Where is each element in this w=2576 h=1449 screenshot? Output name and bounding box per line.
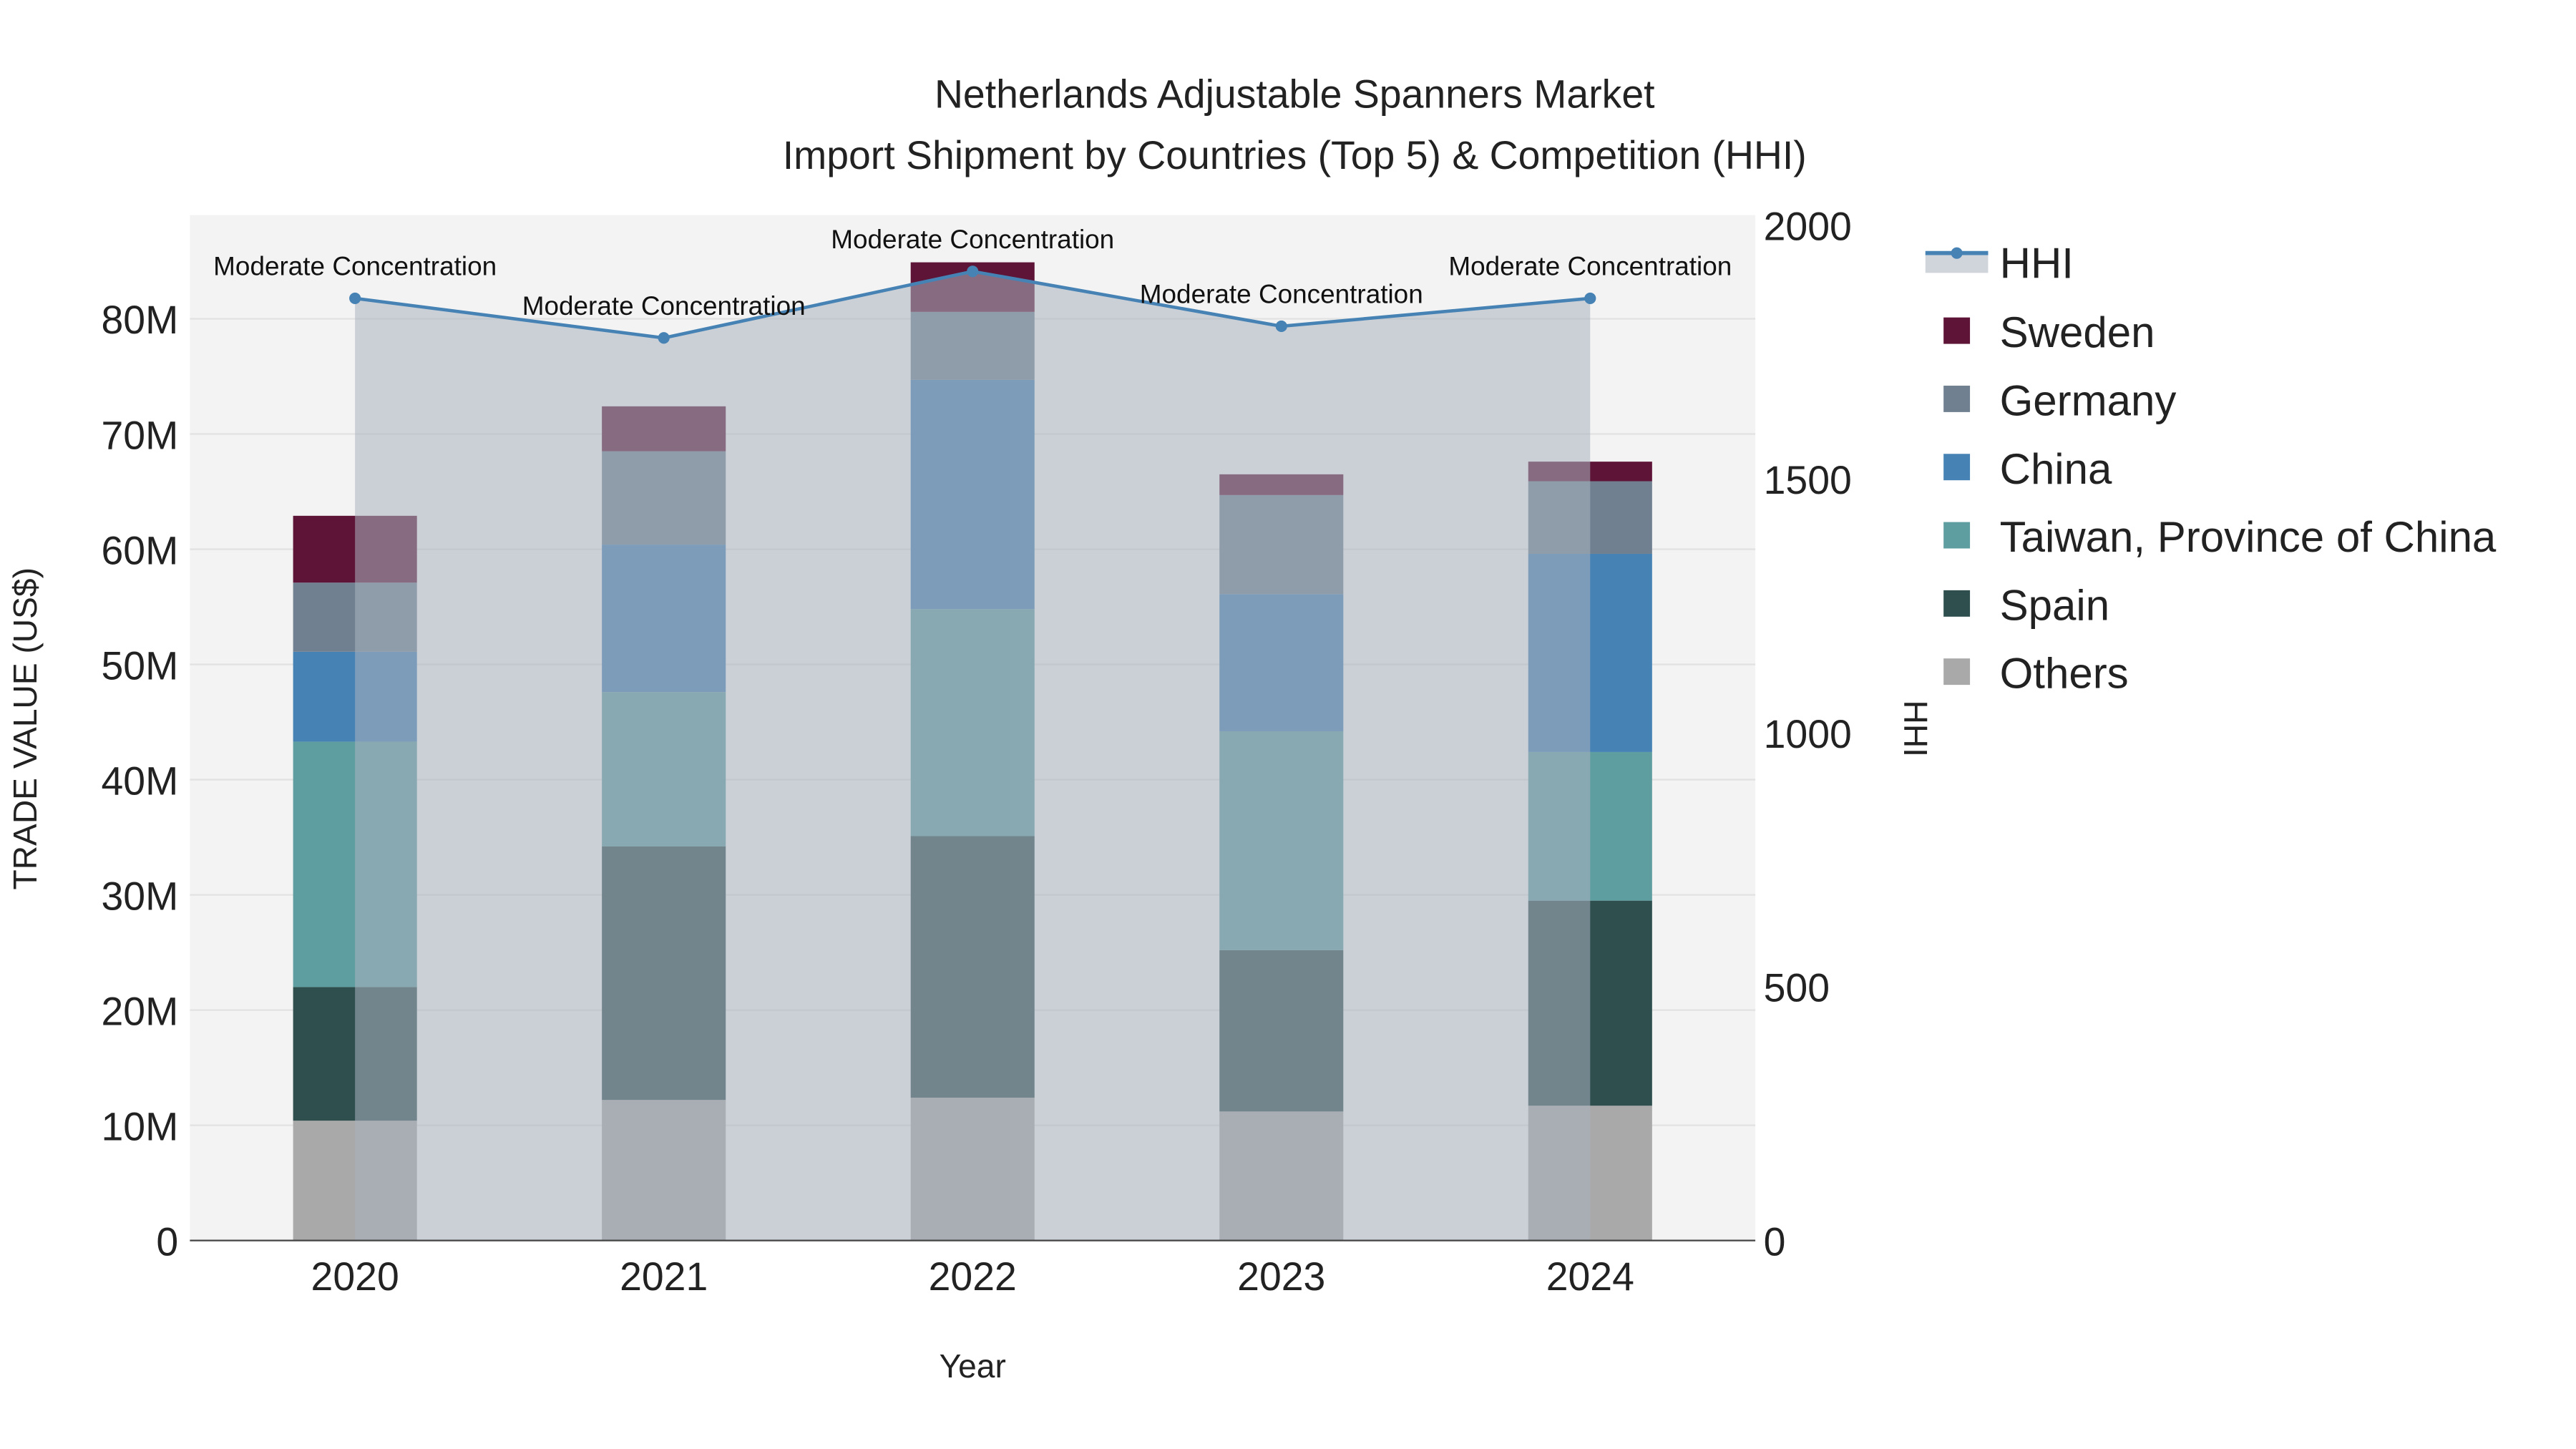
legend-swatch-sweden bbox=[1943, 317, 1971, 344]
y-tick-label: 30M bbox=[101, 874, 178, 918]
chart-title-line1: Netherlands Adjustable Spanners Market bbox=[935, 72, 1655, 117]
y-tick-label: 60M bbox=[101, 528, 178, 572]
hhi-point-2022 bbox=[967, 265, 979, 278]
legend: HHI Sweden Germany China Taiwan, Province of… bbox=[1925, 239, 2497, 698]
y-tick-label: 0 bbox=[156, 1219, 178, 1264]
hhi-point-2020 bbox=[349, 292, 361, 305]
legend-swatch-china bbox=[1943, 454, 1971, 481]
legend-label-taiwan-province-of-china: Taiwan, Province of China bbox=[2000, 513, 2497, 561]
legend-swatch-spain bbox=[1943, 590, 1971, 617]
y-tick-label: 20M bbox=[101, 989, 178, 1033]
hhi-annotation: Moderate Concentration bbox=[213, 252, 497, 281]
y-axis-ticks: 0 10M 20M 30M 40M 50M 60M 70M 80M bbox=[101, 298, 178, 1264]
legend-label-hhi: HHI bbox=[2000, 239, 2074, 287]
legend-label-sweden: Sweden bbox=[2000, 308, 2155, 356]
legend-hhi-marker bbox=[1951, 247, 1963, 259]
legend-label-germany: Germany bbox=[2000, 377, 2177, 425]
y-tick-label: 80M bbox=[101, 298, 178, 342]
x-tick-label: 2024 bbox=[1546, 1254, 1634, 1299]
hhi-area bbox=[355, 271, 1591, 1241]
legend-swatch-germany bbox=[1943, 385, 1971, 412]
hhi-point-2024 bbox=[1584, 292, 1596, 305]
x-axis-ticks: 2020 2021 2022 2023 2024 bbox=[311, 1254, 1634, 1299]
y2-axis-ticks: 0 500 1000 1500 2000 bbox=[1764, 205, 1852, 1264]
x-tick-label: 2023 bbox=[1237, 1254, 1325, 1299]
legend-label-china: China bbox=[2000, 445, 2112, 493]
x-axis-title: Year bbox=[940, 1347, 1006, 1385]
hhi-annotation: Moderate Concentration bbox=[522, 291, 806, 321]
x-tick-label: 2020 bbox=[311, 1254, 399, 1299]
hhi-annotation: Moderate Concentration bbox=[1140, 280, 1423, 309]
y-tick-label: 70M bbox=[101, 413, 178, 457]
hhi-annotation: Moderate Concentration bbox=[1448, 252, 1732, 281]
legend-label-others: Others bbox=[2000, 650, 2129, 698]
hhi-series: Moderate Concentration Moderate Concentra… bbox=[213, 225, 1732, 1241]
y-tick-label: 40M bbox=[101, 758, 178, 803]
y2-tick-label: 500 bbox=[1764, 966, 1830, 1010]
y-tick-label: 50M bbox=[101, 643, 178, 688]
hhi-point-2021 bbox=[658, 332, 670, 344]
hhi-point-2023 bbox=[1275, 320, 1287, 333]
x-tick-label: 2021 bbox=[620, 1254, 708, 1299]
hhi-annotation: Moderate Concentration bbox=[831, 225, 1114, 254]
legend-swatch-others bbox=[1943, 658, 1971, 686]
y-axis-title: TRADE VALUE (US$) bbox=[6, 567, 44, 889]
y2-tick-label: 1000 bbox=[1764, 712, 1852, 756]
x-tick-label: 2022 bbox=[929, 1254, 1017, 1299]
y2-tick-label: 1500 bbox=[1764, 458, 1852, 502]
legend-label-spain: Spain bbox=[2000, 581, 2109, 629]
y2-axis-title: HHI bbox=[1897, 701, 1934, 757]
legend-swatch-taiwan-province-of-china bbox=[1943, 522, 1971, 549]
y-tick-label: 10M bbox=[101, 1104, 178, 1148]
y2-tick-label: 2000 bbox=[1764, 205, 1852, 249]
chart-title-line2: Import Shipment by Countries (Top 5) & C… bbox=[783, 133, 1807, 177]
y2-tick-label: 0 bbox=[1764, 1219, 1786, 1264]
